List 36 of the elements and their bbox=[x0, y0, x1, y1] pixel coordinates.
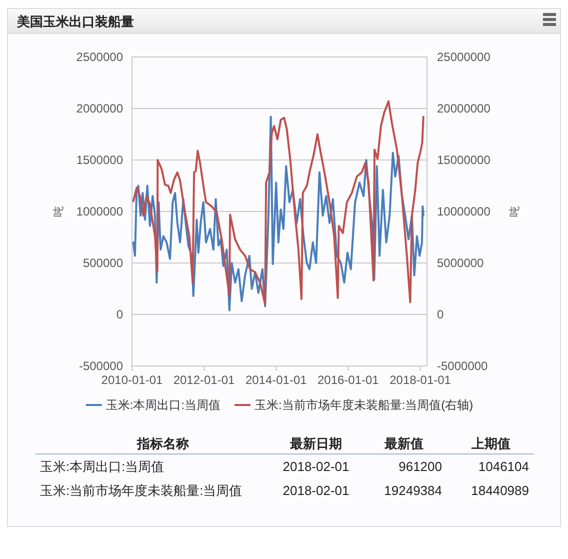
y-tick-label: 2500000 bbox=[76, 50, 124, 64]
x-tick-label: 2018-01-01 bbox=[390, 373, 452, 387]
text: 961200 bbox=[398, 459, 442, 474]
y2-tick-label: 0 bbox=[437, 308, 444, 322]
y-tick-label: 1000000 bbox=[76, 204, 124, 218]
y2-tick-label: -5000000 bbox=[437, 359, 488, 373]
y-tick-label: 2000000 bbox=[76, 102, 124, 116]
y-tick-label: 0 bbox=[116, 308, 124, 322]
text: 2018-02-01 bbox=[282, 459, 350, 474]
text: 最新日期 bbox=[289, 436, 342, 451]
legend-label: 玉米:本周出口:当周值 bbox=[106, 398, 220, 412]
y-tick-label: 1500000 bbox=[76, 153, 124, 167]
text: 最新值 bbox=[384, 436, 424, 451]
y-tick-label: 500000 bbox=[82, 256, 124, 270]
chart-title: 美国玉米出口装船量 bbox=[16, 14, 134, 29]
y2-tick-label: 25000000 bbox=[437, 50, 491, 64]
text: 玉米:当前市场年度未装船量:当周值 bbox=[40, 483, 242, 498]
legend-label: 玉米:当前市场年度未装船量:当周值(右轴) bbox=[254, 398, 474, 412]
text: 玉米:本周出口:当周值 bbox=[40, 459, 164, 474]
text: 指标名称 bbox=[136, 436, 190, 451]
y2-tick-label: 5000000 bbox=[437, 256, 484, 270]
x-tick-label: 2016-01-01 bbox=[317, 373, 380, 387]
text: 19249384 bbox=[384, 483, 442, 498]
y-axis-title: 吨 bbox=[52, 206, 65, 217]
y2-tick-label: 15000000 bbox=[437, 153, 491, 167]
x-tick-label: 2014-01-01 bbox=[245, 373, 308, 387]
text: 2018-02-01 bbox=[282, 483, 350, 498]
y2-axis-title: 吨 bbox=[508, 206, 521, 217]
text: 1046104 bbox=[478, 459, 529, 474]
y2-tick-label: 20000000 bbox=[437, 102, 491, 116]
x-tick-label: 2010-01-01 bbox=[101, 373, 164, 387]
x-tick-label: 2012-01-01 bbox=[173, 373, 236, 387]
y-tick-label: -500000 bbox=[78, 359, 124, 373]
text: 上期值 bbox=[470, 436, 510, 451]
y2-tick-label: 10000000 bbox=[437, 204, 491, 218]
text: 18440989 bbox=[471, 483, 529, 498]
